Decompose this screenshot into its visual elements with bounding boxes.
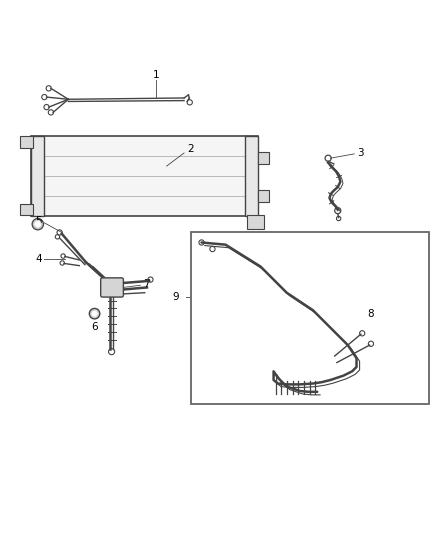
Bar bbox=[31, 135, 258, 216]
Text: 7: 7 bbox=[143, 279, 149, 289]
Circle shape bbox=[92, 311, 97, 316]
Circle shape bbox=[35, 221, 41, 227]
Bar bbox=[258, 152, 269, 164]
Text: 9: 9 bbox=[172, 292, 179, 302]
Bar bbox=[258, 190, 269, 202]
Circle shape bbox=[32, 219, 43, 230]
Text: 3: 3 bbox=[357, 148, 364, 158]
Text: 2: 2 bbox=[187, 144, 194, 155]
Text: 4: 4 bbox=[35, 254, 42, 264]
Bar bbox=[20, 136, 32, 148]
Text: 1: 1 bbox=[152, 70, 159, 80]
Circle shape bbox=[89, 309, 100, 319]
Bar bbox=[31, 135, 44, 216]
Bar bbox=[245, 135, 258, 216]
Bar bbox=[247, 215, 264, 229]
Text: 8: 8 bbox=[367, 309, 374, 319]
FancyBboxPatch shape bbox=[101, 278, 124, 297]
Text: 5: 5 bbox=[35, 216, 42, 225]
Text: 6: 6 bbox=[91, 322, 98, 332]
Bar bbox=[191, 231, 428, 404]
Bar bbox=[20, 204, 32, 215]
